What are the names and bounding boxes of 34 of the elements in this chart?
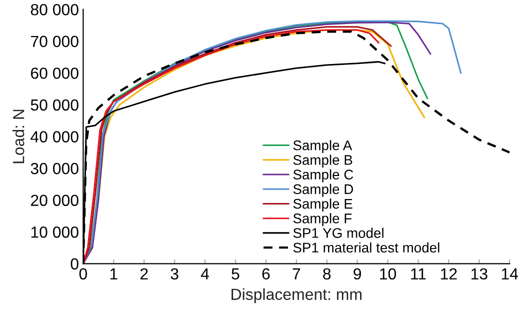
x-tick-label: 1 bbox=[110, 268, 118, 280]
x-tick-label: 14 bbox=[502, 268, 518, 280]
x-tick-label: 2 bbox=[140, 268, 148, 280]
x-tick-label: 13 bbox=[471, 268, 488, 280]
y-tick-label: 40 000 bbox=[30, 131, 78, 142]
legend-label: Sample F bbox=[293, 213, 352, 226]
x-tick-label: 11 bbox=[411, 268, 426, 280]
x-tick-label: 8 bbox=[323, 268, 331, 280]
legend-label: Sample C bbox=[293, 169, 354, 182]
x-tick-label: 6 bbox=[262, 268, 270, 280]
x-tick-label: 0 bbox=[79, 268, 88, 280]
y-tick-label: 80 000 bbox=[30, 4, 78, 16]
x-tick-label: 12 bbox=[441, 268, 457, 280]
y-tick-label: 50 000 bbox=[30, 99, 78, 111]
legend-label: SP1 YG model bbox=[293, 228, 384, 238]
legend-label: Sample E bbox=[293, 198, 352, 212]
x-tick-label: 5 bbox=[232, 268, 240, 280]
y-tick-label: 70 000 bbox=[31, 36, 78, 48]
x-tick-label: 4 bbox=[200, 268, 210, 280]
legend-label: Sample A bbox=[293, 140, 352, 154]
x-tick-label: 10 bbox=[380, 268, 396, 280]
y-tick-label: 0 bbox=[70, 258, 78, 270]
legend-label: SP1 material test model bbox=[293, 242, 440, 253]
y-tick-label: 30 000 bbox=[30, 162, 78, 174]
y-tick-label: 60 000 bbox=[30, 68, 78, 79]
y-tick-label: 20 000 bbox=[30, 194, 78, 206]
y-axis-title: Load: N bbox=[12, 110, 24, 164]
x-tick-label: 7 bbox=[292, 268, 300, 280]
legend-label: Sample D bbox=[293, 184, 354, 197]
x-tick-label: 3 bbox=[170, 268, 178, 280]
y-tick-label: 10 000 bbox=[31, 226, 78, 238]
legend-label: Sample B bbox=[293, 154, 352, 168]
x-axis-title: Displacement: mm bbox=[232, 288, 362, 304]
x-tick-label: 9 bbox=[354, 268, 361, 280]
